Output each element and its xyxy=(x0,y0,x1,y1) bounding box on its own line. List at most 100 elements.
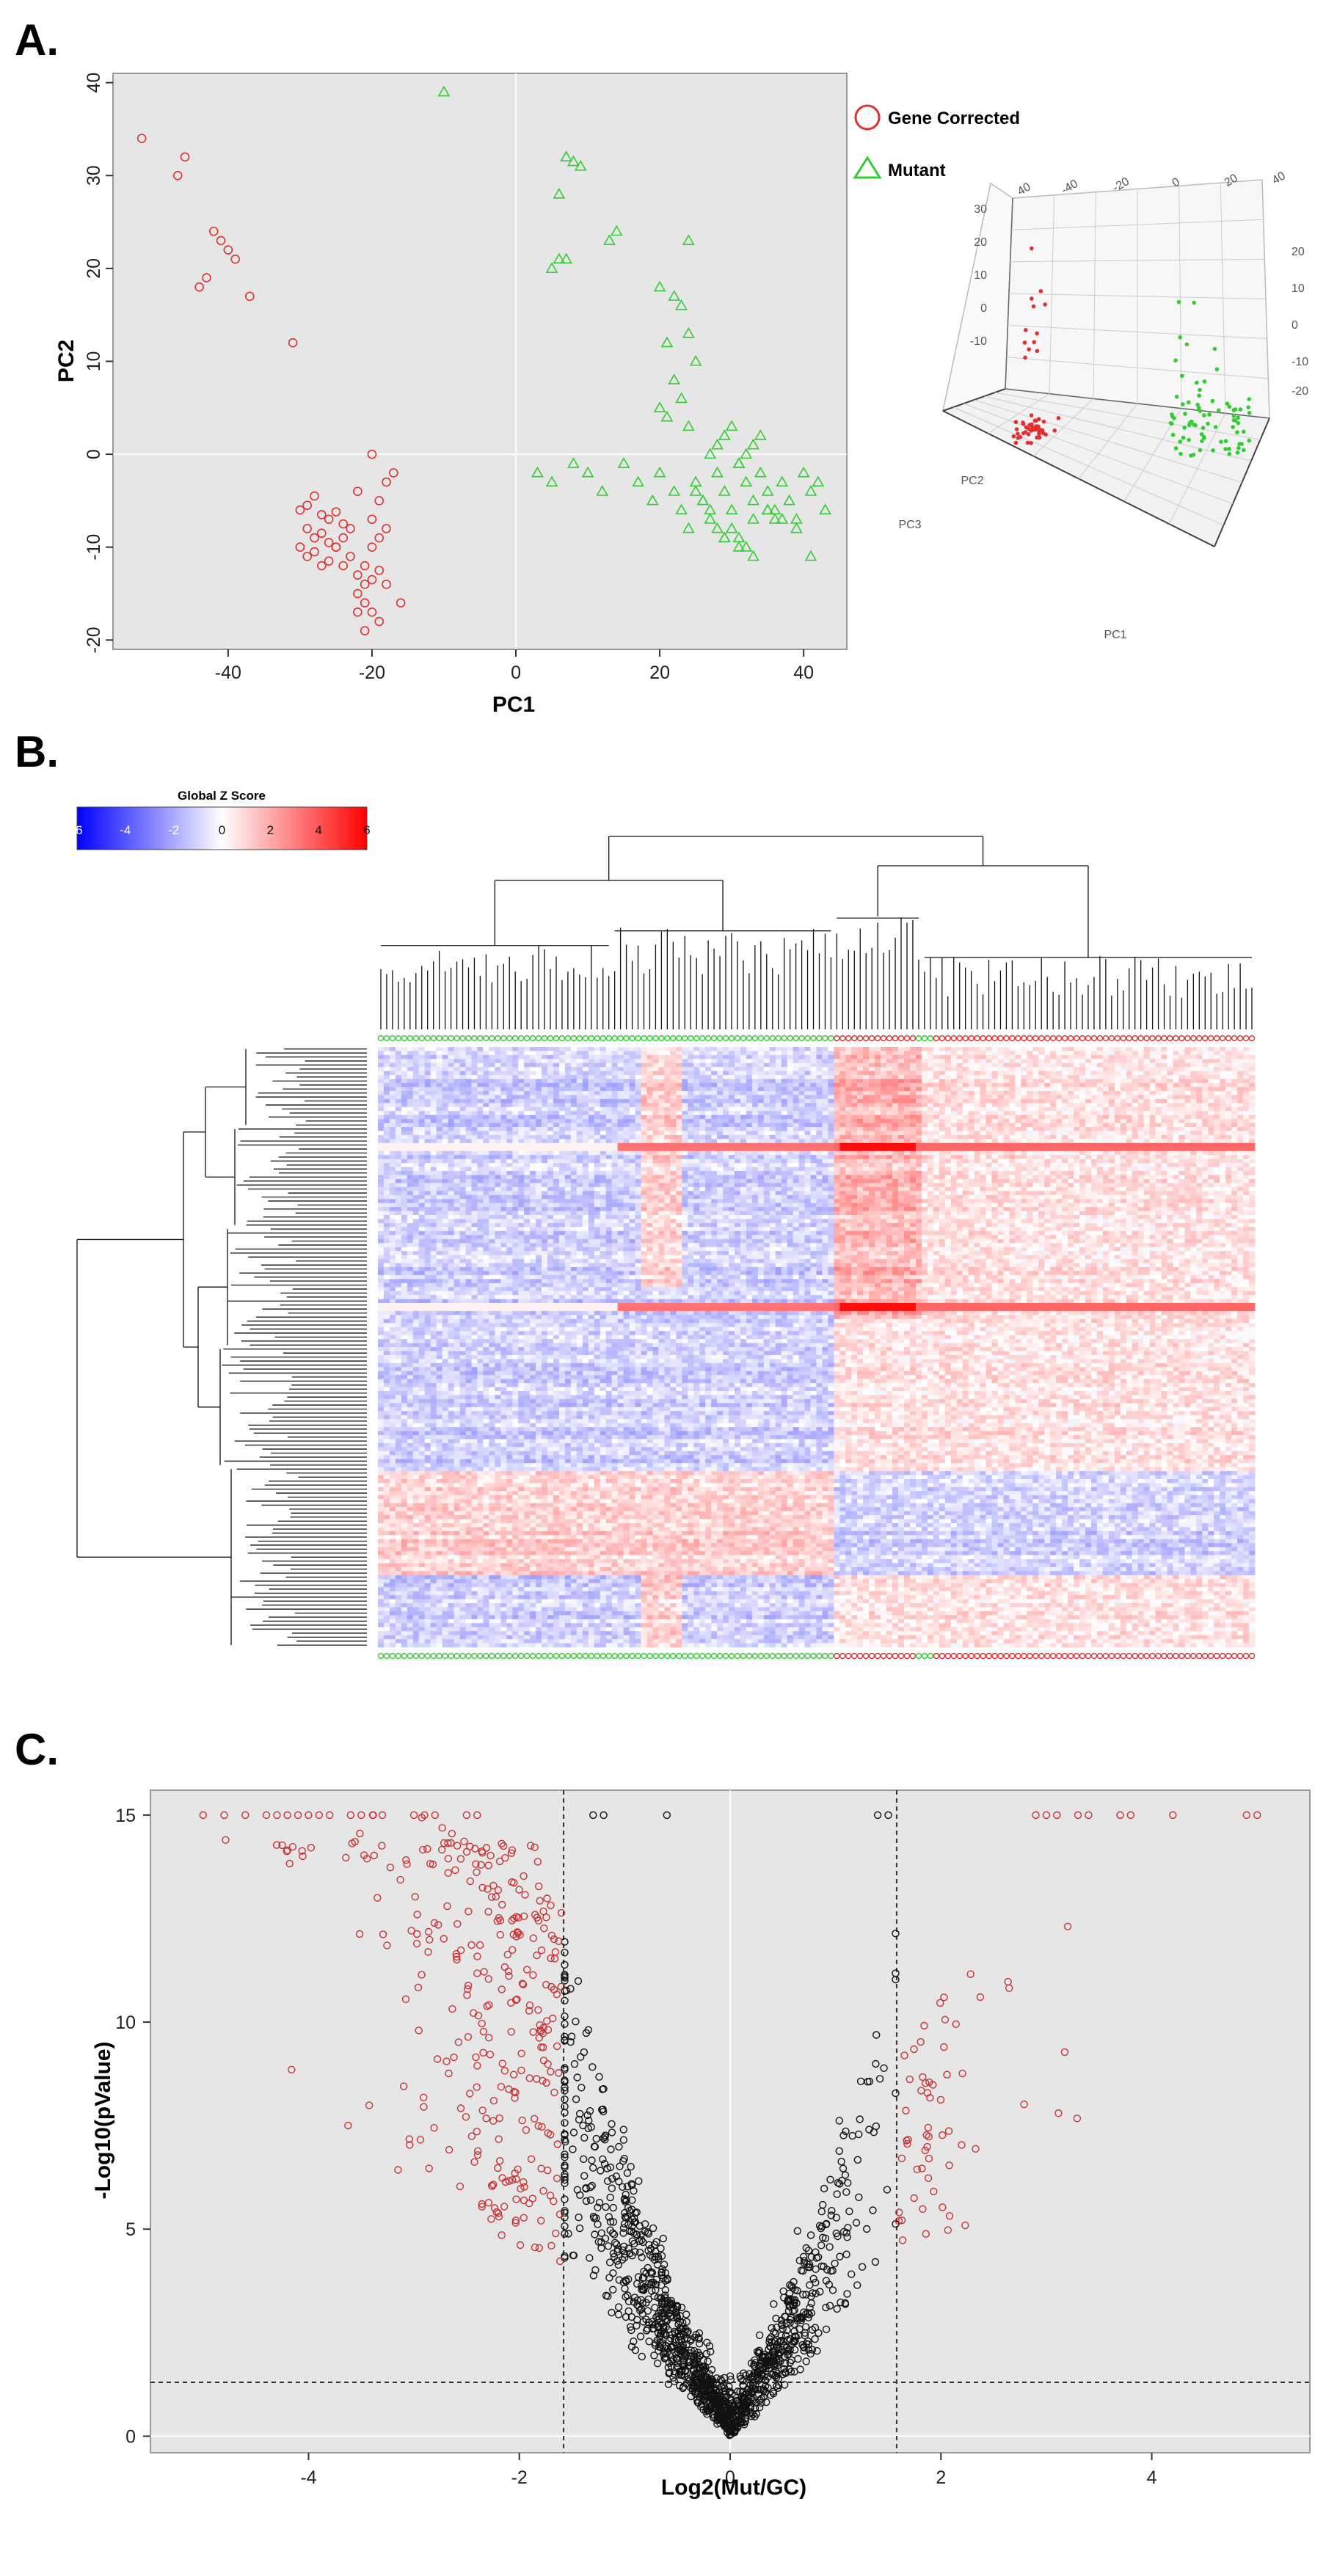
heatmap-cell xyxy=(1114,1127,1121,1131)
heatmap-cell xyxy=(576,1111,583,1116)
heatmap-cell xyxy=(857,1047,864,1051)
group-marker-mutant xyxy=(582,1035,589,1042)
heatmap-cell xyxy=(1044,1134,1051,1139)
heatmap-cell xyxy=(699,1062,706,1068)
heatmap-cell xyxy=(1208,1114,1214,1120)
heatmap-cell xyxy=(927,1070,934,1076)
group-marker-gene-corrected xyxy=(968,1035,974,1042)
heatmap-cell xyxy=(1038,1139,1045,1144)
heatmap-cell xyxy=(881,1090,887,1095)
group-marker-mutant xyxy=(489,1035,495,1042)
heatmap-cell xyxy=(693,1150,700,1156)
heatmap-cell xyxy=(453,1119,460,1124)
group-marker-mutant xyxy=(401,1035,408,1042)
heatmap-cell xyxy=(1085,1051,1092,1056)
heatmap-cell xyxy=(536,1087,542,1092)
heatmap-cell xyxy=(1079,1147,1086,1152)
heatmap-cell xyxy=(530,1059,536,1064)
heatmap-cell xyxy=(512,1067,519,1072)
heatmap-cell xyxy=(617,1075,624,1080)
heatmap-cell xyxy=(939,1111,946,1116)
heatmap-cell xyxy=(465,1111,472,1116)
heatmap-cell xyxy=(974,1083,980,1087)
heatmap-cell xyxy=(1027,1067,1033,1072)
heatmap-cell xyxy=(1249,1111,1256,1116)
heatmap-cell xyxy=(641,1059,647,1064)
pca3d-point-mutant xyxy=(1174,394,1179,399)
heatmap-cell xyxy=(489,1119,495,1124)
pca-x-axis-title: PC1 xyxy=(492,693,535,717)
heatmap-cell xyxy=(927,1142,934,1147)
heatmap-cell xyxy=(933,1067,940,1072)
heatmap-cell xyxy=(863,1098,870,1103)
heatmap-cell xyxy=(682,1150,688,1156)
heatmap-cell xyxy=(1114,1111,1121,1116)
heatmap-cell xyxy=(863,1123,870,1128)
heatmap-cell xyxy=(407,1147,414,1152)
heatmap-cell xyxy=(489,1131,495,1136)
heatmap-cell xyxy=(1003,1127,1010,1131)
heatmap-cell xyxy=(1167,1079,1173,1084)
heatmap-cell xyxy=(1208,1083,1214,1087)
heatmap-cell xyxy=(886,1098,893,1103)
heatmap-cell xyxy=(1202,1079,1209,1084)
heatmap-cell xyxy=(729,1067,735,1072)
heatmap-cell xyxy=(1214,1079,1220,1084)
heatmap-cell xyxy=(582,1114,589,1120)
heatmap-cell xyxy=(670,1123,677,1128)
heatmap-cell xyxy=(921,1059,928,1064)
heatmap-cell xyxy=(875,1111,881,1116)
heatmap-cell xyxy=(798,1067,805,1072)
heatmap-cell xyxy=(430,1103,437,1108)
heatmap-cell xyxy=(652,1114,659,1120)
heatmap-cell xyxy=(1114,1147,1121,1152)
heatmap-cell xyxy=(723,1155,729,1160)
pca-point-gene-corrected xyxy=(295,542,305,552)
heatmap-cell xyxy=(939,1075,946,1080)
heatmap-cell xyxy=(570,1079,578,1084)
heatmap-cell xyxy=(1108,1075,1115,1080)
heatmap-cell xyxy=(1114,1059,1121,1064)
heatmap-cell xyxy=(898,1083,905,1087)
heatmap-cell xyxy=(804,1051,811,1056)
heatmap-cell xyxy=(506,1155,513,1160)
heatmap-cell xyxy=(828,1095,834,1100)
heatmap-cell xyxy=(1155,1147,1162,1152)
heatmap-cell xyxy=(1231,1150,1238,1156)
heatmap-cell xyxy=(658,1047,665,1051)
group-marker-gene-corrected xyxy=(1090,1035,1098,1042)
heatmap-cell xyxy=(378,1083,385,1087)
heatmap-cell xyxy=(851,1062,858,1068)
pca-point-gene-corrected xyxy=(244,291,255,302)
heatmap-cell xyxy=(834,1123,840,1128)
heatmap-cell xyxy=(500,1147,507,1152)
heatmap-cell xyxy=(1050,1106,1057,1112)
heatmap-cell xyxy=(851,1119,858,1124)
group-marker-mutant xyxy=(547,1035,554,1042)
heatmap-cell xyxy=(921,1147,928,1152)
heatmap-cell xyxy=(424,1123,431,1128)
heatmap-cell xyxy=(1202,1119,1209,1124)
colorbar-title: Global Z Score xyxy=(178,789,266,803)
heatmap-cell xyxy=(705,1062,712,1068)
heatmap-cell xyxy=(465,1106,472,1112)
heatmap-cell xyxy=(828,1142,834,1147)
heatmap-cell xyxy=(927,1103,934,1108)
heatmap-cell xyxy=(558,1047,566,1051)
pca-point-mutant xyxy=(740,448,753,459)
heatmap-cell xyxy=(927,1083,934,1087)
heatmap-cell xyxy=(1249,1147,1256,1152)
heatmap-cell xyxy=(950,1142,958,1147)
heatmap-cell xyxy=(1062,1147,1068,1152)
heatmap-cell xyxy=(1214,1087,1220,1092)
heatmap-cell xyxy=(845,1139,852,1144)
heatmap-cell xyxy=(705,1139,712,1144)
heatmap-cell xyxy=(582,1131,589,1136)
heatmap-cell xyxy=(1009,1083,1016,1087)
heatmap-cell xyxy=(962,1083,969,1087)
heatmap-cell xyxy=(594,1083,601,1087)
heatmap-cell xyxy=(588,1054,595,1059)
heatmap-cell xyxy=(904,1155,911,1160)
heatmap-cell xyxy=(1137,1087,1145,1092)
heatmap-cell xyxy=(530,1090,536,1095)
